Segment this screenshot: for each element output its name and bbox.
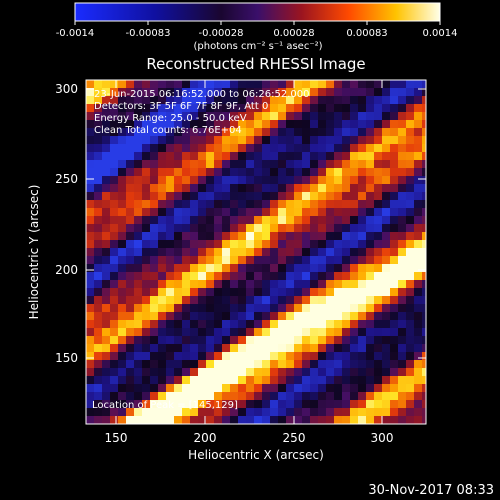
colorbar-tick-label: -0.0014 — [56, 28, 95, 39]
colorbar-units: (photons cm⁻² s⁻¹ asec⁻²) — [193, 41, 322, 52]
footer-date: 30-Nov-2017 08:33 — [368, 483, 494, 498]
image-pixels — [86, 80, 426, 424]
y-axis-label: Heliocentric Y (arcsec) — [27, 185, 41, 320]
annotation-energy: Energy Range: 25.0 - 50.0 keV — [94, 113, 247, 124]
x-axis-label: Heliocentric X (arcsec) — [188, 448, 324, 462]
annotation-peak: Location of Peak = [145,129] — [92, 400, 238, 411]
colorbar — [74, 2, 441, 22]
colorbar-tick-label: -0.00028 — [199, 28, 244, 39]
y-tick-label: 200 — [55, 263, 78, 277]
colorbar-ticks — [74, 21, 441, 25]
colorbar-tick-label: -0.00083 — [126, 28, 171, 39]
x-tick-label: 200 — [194, 431, 217, 445]
annotation-clean: Clean Total counts: 6.76E+04 — [94, 125, 242, 136]
y-tick-label: 250 — [55, 172, 78, 186]
colorbar-tick-label: 0.00028 — [273, 28, 314, 39]
annotation-detectors: Detectors: 3F 5F 6F 7F 8F 9F, Att 0 — [94, 101, 268, 112]
colorbar-tick-label: 0.0014 — [423, 28, 458, 39]
x-tick-label: 250 — [283, 431, 306, 445]
plot-frame — [85, 79, 427, 425]
rhessi-image — [86, 80, 426, 424]
x-tick-label: 150 — [105, 431, 128, 445]
axis-ticks — [86, 80, 426, 424]
annotation-time-range: 23-Jun-2015 06:16:52.000 to 06:26:52.000 — [94, 89, 310, 100]
y-tick-label: 300 — [55, 82, 78, 96]
colorbar-tick-label: 0.00083 — [346, 28, 387, 39]
y-tick-label: 150 — [55, 351, 78, 365]
x-tick-label: 300 — [371, 431, 394, 445]
plot-title: Reconstructed RHESSI Image — [146, 55, 365, 73]
